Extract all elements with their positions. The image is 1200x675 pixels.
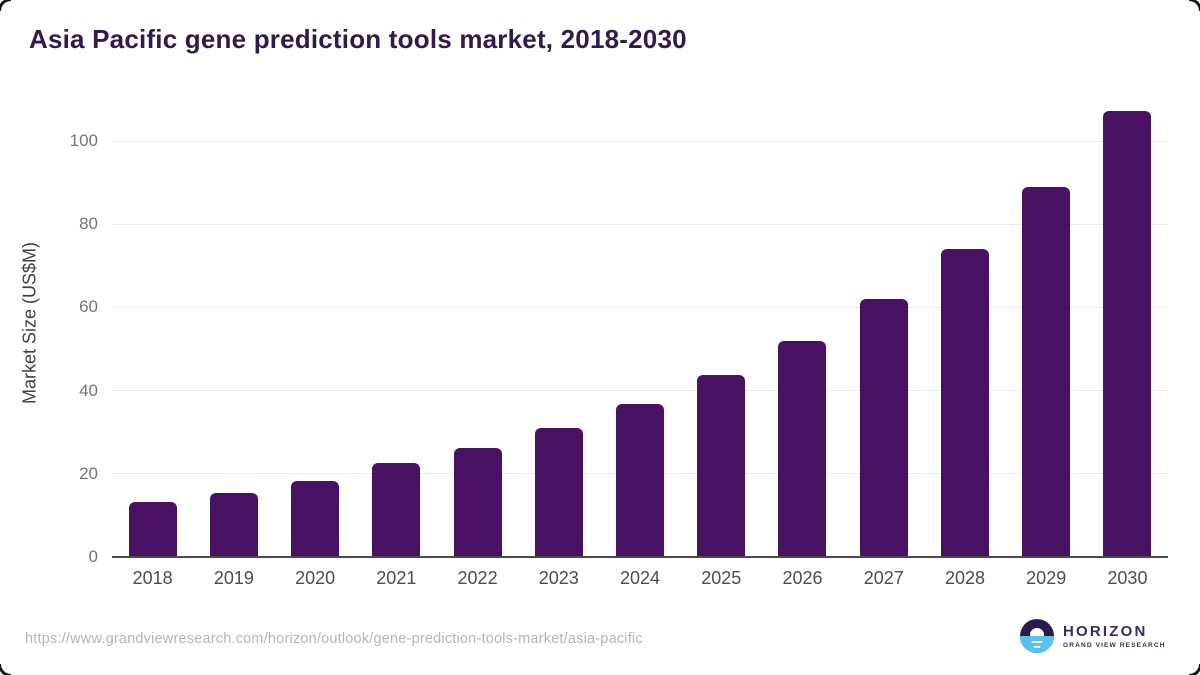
x-tick-2019: 2019 (213, 568, 254, 588)
y-tick-100: 100 (69, 131, 98, 150)
frame-corner (0, 664, 11, 675)
bar-2023 (534, 428, 583, 557)
bar-slot-2019 (193, 141, 274, 557)
y-axis-tick-labels: 0 20 40 60 80 100 (0, 131, 98, 566)
x-tick-2029: 2029 (1026, 568, 1067, 588)
gridline-80 (112, 223, 1168, 225)
bar-slot-2027 (843, 141, 924, 557)
bar-2029 (1022, 187, 1071, 557)
water-shape (1020, 636, 1054, 653)
bar-2020 (291, 480, 340, 557)
bar-2030 (1103, 111, 1152, 557)
gridline-100 (112, 140, 1168, 142)
bar-slot-2024 (599, 141, 680, 557)
x-tick-2030: 2030 (1107, 568, 1148, 588)
frame-corner (1189, 664, 1200, 675)
x-tick-2028: 2028 (944, 568, 985, 588)
logo-subtitle: GRAND VIEW RESEARCH (1063, 641, 1166, 649)
ripple-line (1031, 641, 1043, 644)
source-url: https://www.grandviewresearch.com/horizo… (25, 631, 643, 647)
logo-text: HORIZON GRAND VIEW RESEARCH (1063, 624, 1166, 649)
horizon-logo: HORIZON GRAND VIEW RESEARCH (1020, 619, 1166, 653)
y-tick-80: 80 (79, 214, 98, 234)
page-title: Asia Pacific gene prediction tools marke… (29, 24, 687, 54)
x-axis-labels: 2018 2019 2020 2021 2022 2023 2024 2025 2026 2027… (112, 568, 1168, 589)
frame-corner (0, 0, 11, 11)
bar-2026 (778, 340, 827, 557)
bar-2027 (859, 299, 908, 557)
y-tick-60: 60 (79, 297, 98, 317)
bar-2018 (128, 502, 177, 557)
bar-2022 (453, 447, 502, 557)
horizon-sunset-icon (1020, 619, 1054, 653)
bar-2019 (209, 493, 258, 557)
bar-series (112, 111, 1168, 557)
ripple-line (1033, 645, 1041, 648)
x-tick-2018: 2018 (132, 568, 173, 588)
bar-slot-2025 (681, 141, 762, 557)
bar-slot-2018 (112, 141, 193, 557)
x-tick-2026: 2026 (782, 568, 823, 588)
x-tick-2023: 2023 (538, 568, 579, 588)
x-tick-2025: 2025 (701, 568, 742, 588)
bar-slot-2022 (437, 141, 518, 557)
plot-area (112, 111, 1168, 558)
bar-slot-2028 (924, 141, 1005, 557)
bar-slot-2029 (1006, 141, 1087, 557)
gridline-40 (112, 390, 1168, 392)
bar-slot-2030 (1087, 111, 1168, 557)
bar-2025 (697, 375, 746, 557)
x-tick-2027: 2027 (863, 568, 904, 588)
bar-2024 (616, 403, 665, 557)
x-tick-2021: 2021 (376, 568, 417, 588)
y-tick-40: 40 (79, 380, 98, 400)
bar-slot-2026 (762, 141, 843, 557)
bar-slot-2020 (274, 141, 355, 557)
x-tick-2020: 2020 (295, 568, 336, 588)
gridline-60 (112, 306, 1168, 308)
frame-corner (1189, 0, 1200, 11)
x-tick-2024: 2024 (620, 568, 661, 588)
bar-slot-2023 (518, 141, 599, 557)
y-tick-20: 20 (79, 463, 98, 483)
bar-2021 (372, 462, 421, 557)
logo-name: HORIZON (1063, 622, 1148, 640)
bar-slot-2021 (356, 141, 437, 557)
x-tick-2022: 2022 (457, 568, 498, 588)
x-axis-line (112, 556, 1168, 558)
bar-2028 (940, 248, 989, 557)
y-tick-0: 0 (88, 547, 98, 566)
